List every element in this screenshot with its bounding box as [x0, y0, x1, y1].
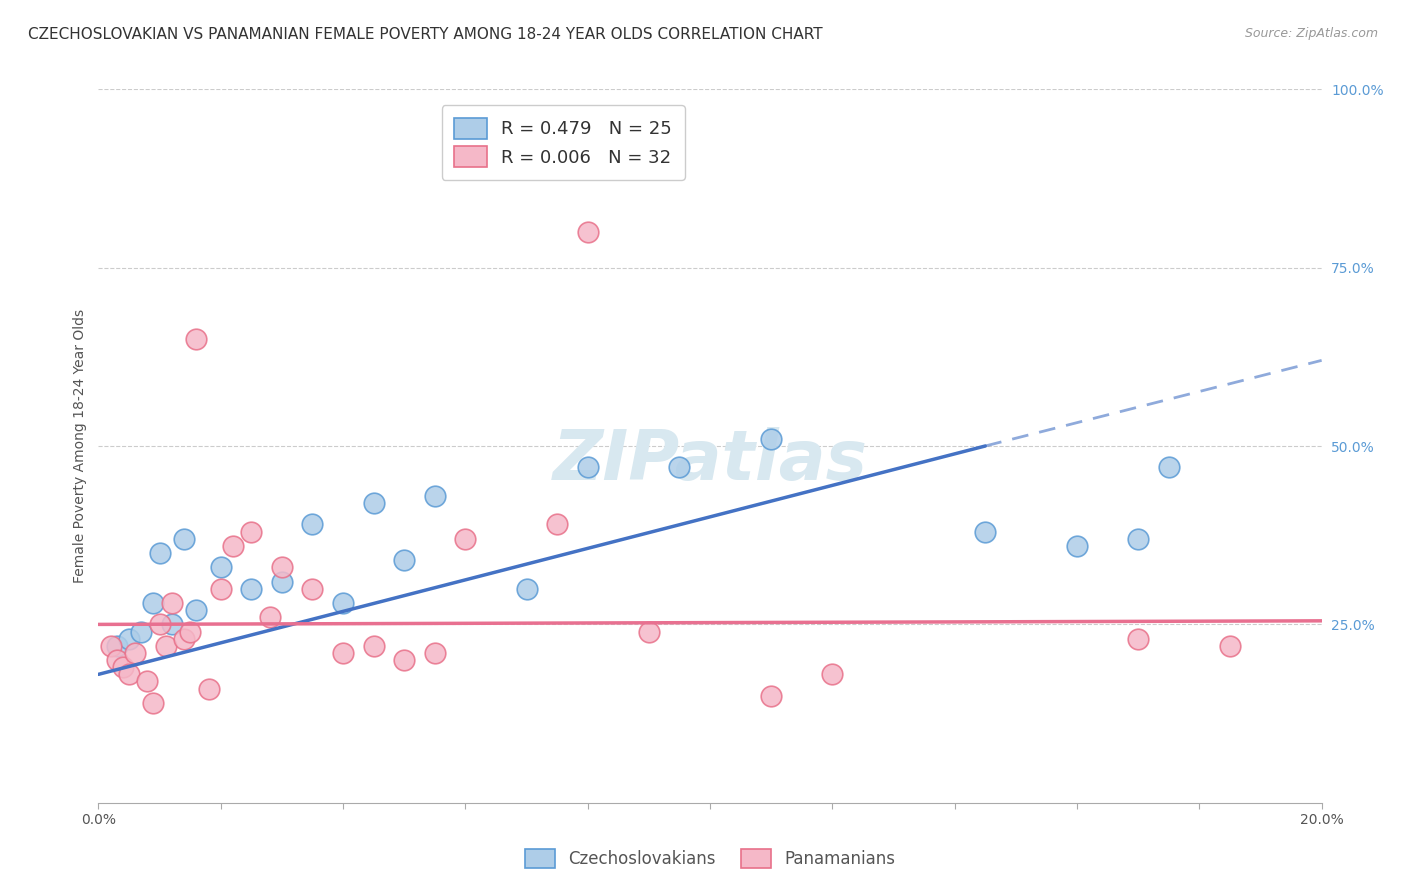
Point — [301, 517, 323, 532]
Point — [668, 460, 690, 475]
Point — [173, 632, 195, 646]
Point — [270, 560, 294, 574]
Point — [197, 681, 219, 696]
Point — [270, 574, 294, 589]
Point — [301, 582, 323, 596]
Point — [392, 553, 416, 567]
Point — [129, 624, 152, 639]
Point — [149, 617, 172, 632]
Point — [209, 582, 232, 596]
Point — [105, 639, 128, 653]
Point — [1219, 639, 1241, 653]
Point — [761, 689, 783, 703]
Point — [179, 624, 201, 639]
Point — [974, 524, 997, 539]
Point — [638, 624, 661, 639]
Text: ZIPatlas: ZIPatlas — [553, 426, 868, 494]
Y-axis label: Female Poverty Among 18-24 Year Olds: Female Poverty Among 18-24 Year Olds — [73, 309, 87, 583]
Point — [332, 596, 354, 610]
Point — [454, 153, 477, 168]
Point — [105, 653, 128, 667]
Point — [423, 646, 446, 660]
Point — [136, 674, 159, 689]
Point — [149, 546, 172, 560]
Point — [142, 696, 165, 710]
Point — [576, 225, 599, 239]
Point — [516, 582, 538, 596]
Point — [363, 639, 385, 653]
Point — [240, 524, 263, 539]
Point — [186, 332, 208, 346]
Point — [423, 489, 446, 503]
Text: Source: ZipAtlas.com: Source: ZipAtlas.com — [1244, 27, 1378, 40]
Point — [160, 617, 183, 632]
Point — [100, 639, 122, 653]
Point — [1128, 632, 1150, 646]
Legend: Czechoslovakians, Panamanians: Czechoslovakians, Panamanians — [513, 838, 907, 880]
Point — [155, 639, 177, 653]
Point — [821, 667, 844, 681]
Point — [259, 610, 281, 624]
Point — [142, 596, 165, 610]
Point — [209, 560, 232, 574]
Point — [761, 432, 783, 446]
Point — [118, 632, 141, 646]
Point — [240, 582, 263, 596]
Point — [1066, 539, 1088, 553]
Point — [118, 667, 141, 681]
Point — [392, 653, 416, 667]
Point — [222, 539, 245, 553]
Point — [160, 596, 183, 610]
Point — [1128, 532, 1150, 546]
Point — [363, 496, 385, 510]
Point — [186, 603, 208, 617]
Point — [454, 532, 477, 546]
Point — [111, 660, 134, 674]
Point — [1157, 460, 1180, 475]
Point — [173, 532, 195, 546]
Point — [546, 517, 568, 532]
Point — [124, 646, 146, 660]
Point — [332, 646, 354, 660]
Text: CZECHOSLOVAKIAN VS PANAMANIAN FEMALE POVERTY AMONG 18-24 YEAR OLDS CORRELATION C: CZECHOSLOVAKIAN VS PANAMANIAN FEMALE POV… — [28, 27, 823, 42]
Point — [576, 460, 599, 475]
